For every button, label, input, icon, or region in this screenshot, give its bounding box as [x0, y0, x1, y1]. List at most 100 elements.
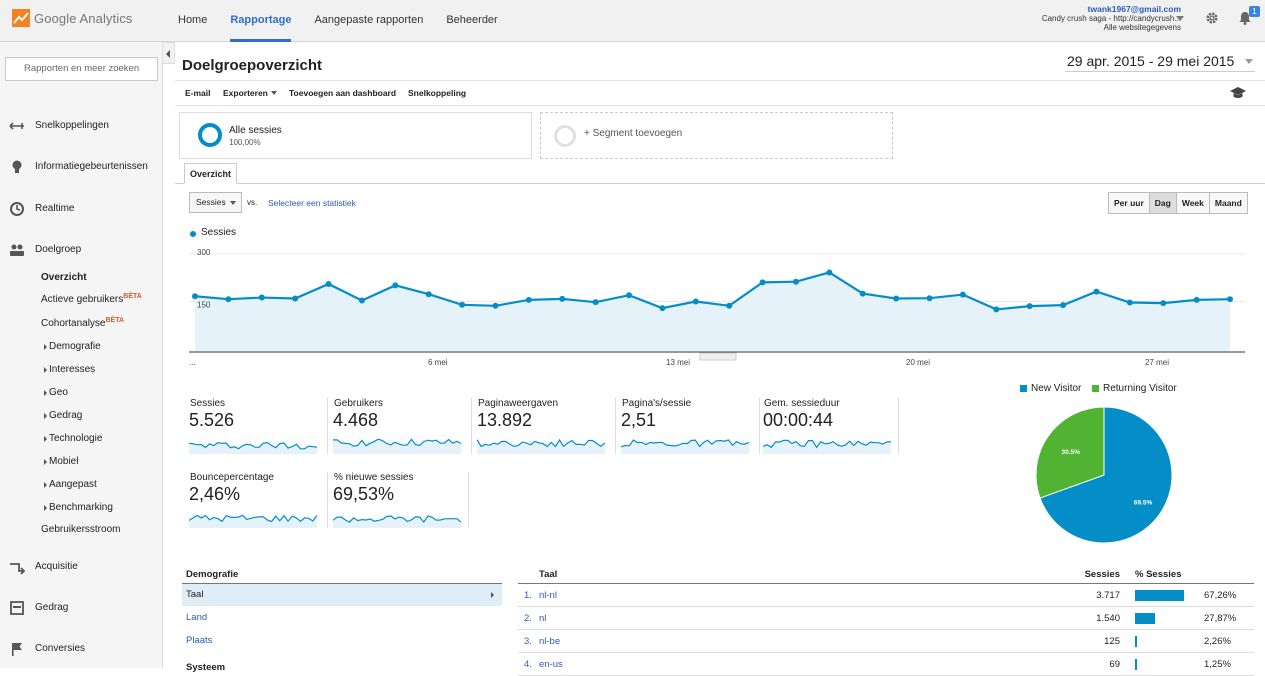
- scorecard-sessions[interactable]: Sessies 5.526: [189, 398, 329, 464]
- metric-select[interactable]: Sessies: [189, 192, 242, 213]
- add-to-dashboard-button[interactable]: Toevoegen aan dashboard: [289, 88, 397, 98]
- language-link[interactable]: nl: [539, 613, 547, 624]
- data-point[interactable]: [759, 279, 766, 286]
- sidebar-item-users-flow[interactable]: Gebruikersstroom: [41, 524, 121, 535]
- sidebar-item-conversions[interactable]: Conversies: [0, 639, 163, 659]
- nav-home[interactable]: Home: [178, 14, 208, 26]
- segment-all-sessions[interactable]: Alle sessies 100,00%: [179, 112, 532, 159]
- sidebar-item-interests[interactable]: Interesses: [44, 364, 95, 375]
- pie-legend-new[interactable]: New Visitor: [1020, 383, 1081, 394]
- data-point[interactable]: [225, 296, 232, 303]
- data-point[interactable]: [726, 302, 733, 309]
- table-row[interactable]: 4. en-us 69 1,25%: [518, 653, 1254, 676]
- add-segment-button[interactable]: + Segment toevoegen: [540, 112, 893, 159]
- data-point[interactable]: [592, 299, 599, 306]
- data-point[interactable]: [1060, 302, 1067, 309]
- data-point[interactable]: [559, 295, 566, 302]
- sidebar-item-overview[interactable]: Overzicht: [41, 272, 87, 283]
- table-row[interactable]: 3. nl-be 125 2,26%: [518, 630, 1254, 653]
- data-point[interactable]: [1193, 296, 1200, 303]
- data-point[interactable]: [826, 269, 833, 276]
- data-point[interactable]: [859, 290, 866, 297]
- period-day-button[interactable]: Dag: [1148, 192, 1177, 214]
- sidebar-item-custom[interactable]: Aangepast: [44, 479, 97, 490]
- sidebar-item-behavior[interactable]: Gedrag: [44, 410, 82, 421]
- sidebar-item-acquisition[interactable]: Acquisitie: [0, 557, 163, 577]
- sidebar-item-realtime[interactable]: Realtime: [0, 199, 163, 219]
- demographics-item-land[interactable]: Land: [186, 612, 208, 623]
- table-row[interactable]: 2. nl 1.540 27,87%: [518, 607, 1254, 630]
- data-point[interactable]: [659, 305, 666, 312]
- account-selector[interactable]: twank1967@gmail.com Candy crush saga - h…: [1042, 5, 1181, 33]
- sidebar-item-geo[interactable]: Geo: [44, 387, 68, 398]
- data-point[interactable]: [325, 281, 332, 288]
- nav-admin[interactable]: Beheerder: [446, 14, 498, 26]
- data-point[interactable]: [993, 306, 1000, 313]
- language-link[interactable]: en-us: [539, 659, 563, 670]
- period-month-button[interactable]: Maand: [1208, 192, 1248, 214]
- email-button[interactable]: E-mail: [185, 88, 211, 98]
- graduation-cap-icon[interactable]: [1230, 86, 1246, 100]
- data-point[interactable]: [692, 298, 699, 305]
- pie-legend-returning[interactable]: Returning Visitor: [1092, 383, 1177, 394]
- data-point[interactable]: [292, 295, 299, 302]
- data-point[interactable]: [1160, 300, 1167, 307]
- data-point[interactable]: [358, 297, 365, 304]
- select-statistic-link[interactable]: Selecteer een statistiek: [268, 198, 356, 208]
- sidebar-item-benchmarking[interactable]: Benchmarking: [44, 502, 113, 513]
- sidebar-item-events[interactable]: Informatiegebeurtenissen: [0, 157, 163, 177]
- data-point[interactable]: [926, 295, 933, 302]
- shortcut-button[interactable]: Snelkoppeling: [408, 88, 467, 98]
- data-point[interactable]: [258, 294, 265, 301]
- scorecard-users[interactable]: Gebruikers 4.468: [333, 398, 473, 464]
- data-point[interactable]: [1093, 288, 1100, 295]
- data-point[interactable]: [459, 301, 466, 308]
- table-row[interactable]: 1. nl-nl 3.717 67,26%: [518, 584, 1254, 607]
- notification-badge[interactable]: 1: [1249, 6, 1260, 17]
- gear-icon[interactable]: [1205, 11, 1219, 25]
- ga-logo[interactable]: Google Analytics: [12, 9, 132, 27]
- sidebar-item-cohort[interactable]: CohortanalyseBÈTA: [41, 317, 124, 329]
- bell-icon[interactable]: [1238, 11, 1252, 25]
- scorecard-avg-session-duration[interactable]: Gem. sessieduur 00:00:44: [763, 398, 903, 464]
- visitor-type-pie-chart[interactable]: 69.5% 30.5%: [1033, 404, 1175, 546]
- sidebar-item-audience[interactable]: Doelgroep: [0, 240, 163, 260]
- scorecard-pages-per-session[interactable]: Pagina's/sessie 2,51: [621, 398, 761, 464]
- chart-resize-handle[interactable]: [699, 352, 737, 361]
- scorecard-pageviews[interactable]: Paginaweergaven 13.892: [477, 398, 617, 464]
- pie-slice[interactable]: [1035, 406, 1105, 499]
- nav-rapportage[interactable]: Rapportage: [230, 0, 292, 42]
- date-range-picker[interactable]: 29 apr. 2015 - 29 mei 2015: [1065, 50, 1255, 72]
- data-point[interactable]: [192, 293, 198, 300]
- demographics-item-taal[interactable]: Taal: [182, 584, 502, 606]
- sidebar-item-mobile[interactable]: Mobiel: [44, 456, 78, 467]
- sessions-line-chart[interactable]: 300 150... 6 mei 13 mei 20 mei 27 mei: [175, 242, 1265, 372]
- sidebar-item-active-users[interactable]: Actieve gebruikersBÈTA: [41, 293, 142, 305]
- scorecard-bounce-rate[interactable]: Bouncepercentage 2,46%: [189, 472, 329, 538]
- demographics-item-plaats[interactable]: Plaats: [186, 635, 213, 646]
- sidebar-item-behavior-section[interactable]: Gedrag: [0, 598, 163, 618]
- data-point[interactable]: [893, 295, 900, 302]
- export-button[interactable]: Exporteren: [223, 88, 277, 98]
- data-point[interactable]: [626, 292, 633, 299]
- scorecard-new-sessions[interactable]: % nieuwe sessies 69,53%: [333, 472, 473, 538]
- data-point[interactable]: [792, 278, 799, 285]
- language-link[interactable]: nl-nl: [539, 590, 557, 601]
- period-hourly-button[interactable]: Per uur: [1108, 192, 1150, 214]
- chevron-down-icon[interactable]: [1176, 16, 1184, 21]
- period-week-button[interactable]: Week: [1175, 192, 1210, 214]
- data-point[interactable]: [1227, 296, 1233, 303]
- data-point[interactable]: [392, 282, 399, 289]
- data-point[interactable]: [425, 291, 432, 298]
- collapse-sidebar-button[interactable]: [163, 42, 175, 64]
- language-link[interactable]: nl-be: [539, 636, 561, 647]
- sidebar-item-demographics[interactable]: Demografie: [44, 341, 101, 352]
- data-point[interactable]: [492, 302, 499, 309]
- report-search-input[interactable]: Rapporten en meer zoeken: [5, 57, 158, 81]
- data-point[interactable]: [959, 291, 966, 298]
- nav-custom-reports[interactable]: Aangepaste rapporten: [314, 14, 424, 26]
- pie-slice[interactable]: [1039, 406, 1173, 544]
- data-point[interactable]: [1126, 299, 1133, 306]
- data-point[interactable]: [525, 296, 532, 303]
- data-point[interactable]: [1026, 303, 1033, 310]
